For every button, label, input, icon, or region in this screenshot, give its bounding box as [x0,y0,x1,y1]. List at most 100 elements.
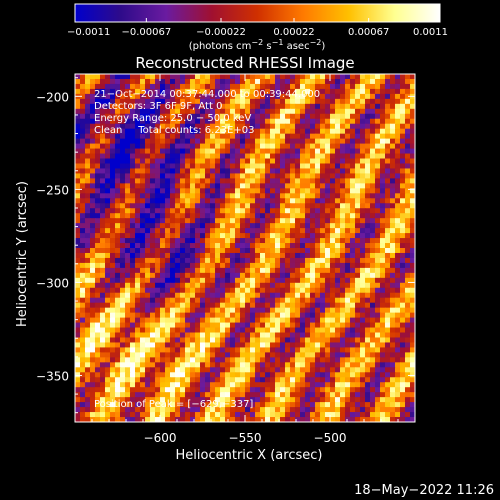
heatmap-cell [255,103,261,110]
heatmap-cell [90,332,96,339]
heatmap-cell [295,342,301,349]
heatmap-cell [170,377,176,383]
heatmap-cell [185,372,191,378]
heatmap-cell [145,307,151,314]
heatmap-cell [135,337,141,344]
heatmap-cell [210,208,216,214]
heatmap-cell [195,118,201,125]
heatmap-cell [335,392,341,398]
heatmap-cell [130,367,136,373]
heatmap-cell [340,78,346,85]
heatmap-cell [280,158,286,165]
heatmap-cell [260,257,266,264]
heatmap-cell [220,223,226,229]
heatmap-cell [350,387,356,393]
heatmap-cell [180,118,186,125]
heatmap-cell [350,412,356,418]
heatmap-cell [325,158,331,165]
heatmap-cell [250,257,256,264]
heatmap-cell [260,113,266,120]
heatmap-cell [355,317,361,324]
heatmap-cell [210,93,216,100]
heatmap-cell [225,223,231,229]
heatmap-cell [120,372,126,378]
heatmap-cell [310,297,316,304]
heatmap-cell [120,223,126,229]
heatmap-cell [210,233,216,239]
heatmap-cell [150,297,156,304]
heatmap-cell [325,213,331,219]
heatmap-cell [310,208,316,214]
heatmap-cell [250,387,256,393]
heatmap-cell [125,317,131,324]
heatmap-cell [280,148,286,155]
heatmap-cell [175,277,181,284]
heatmap-cell [315,148,321,155]
heatmap-cell [290,307,296,314]
heatmap-cell [120,108,126,115]
heatmap-cell [75,123,81,130]
heatmap-cell [375,272,381,279]
heatmap-cell [365,262,371,269]
heatmap-cell [285,148,291,155]
heatmap-cell [180,173,186,179]
heatmap-cell [295,397,301,403]
heatmap-cell [115,153,121,160]
heatmap-cell [265,367,271,373]
heatmap-cell [395,397,401,403]
heatmap-cell [190,213,196,219]
heatmap-cell [185,123,191,130]
heatmap-cell [150,322,156,329]
heatmap-cell [400,163,406,170]
heatmap-cell [90,297,96,304]
heatmap-cell [95,103,101,110]
heatmap-cell [330,412,336,418]
heatmap-cell [355,377,361,383]
heatmap-cell [240,178,246,184]
heatmap-cell [265,292,271,299]
heatmap-cell [80,243,86,249]
heatmap-cell [290,287,296,294]
heatmap-cell [235,233,241,239]
heatmap-cell [85,123,91,130]
heatmap-cell [160,392,166,398]
heatmap-cell [140,158,146,165]
heatmap-cell [335,108,341,115]
heatmap-cell [235,113,241,120]
heatmap-cell [335,98,341,105]
heatmap-cell [275,118,281,125]
heatmap-cell [325,282,331,289]
heatmap-cell [95,257,101,264]
heatmap-cell [165,267,171,274]
heatmap-cell [335,83,341,90]
heatmap-cell [145,277,151,284]
heatmap-cell [305,138,311,145]
heatmap-cell [180,138,186,145]
heatmap-cell [250,143,256,150]
heatmap-cell [410,118,415,125]
heatmap-cell [410,243,415,249]
heatmap-cell [85,243,91,249]
heatmap-cell [295,168,301,175]
heatmap-cell [315,402,321,408]
heatmap-cell [370,362,376,368]
heatmap-cell [345,287,351,294]
heatmap-cell [315,372,321,378]
heatmap-cell [135,103,141,110]
heatmap-cell [190,118,196,125]
heatmap-cell [375,143,381,150]
heatmap-cell [160,103,166,110]
heatmap-cell [130,198,136,204]
heatmap-cell [340,342,346,349]
heatmap-cell [130,382,136,388]
heatmap-cell [160,113,166,120]
heatmap-cell [85,347,91,353]
heatmap-cell [365,203,371,209]
heatmap-cell [215,302,221,309]
heatmap-cell [135,193,141,199]
heatmap-cell [395,412,401,418]
heatmap-cell [165,188,171,194]
heatmap-cell [200,74,206,80]
heatmap-cell [405,387,411,393]
heatmap-cell [145,397,151,403]
